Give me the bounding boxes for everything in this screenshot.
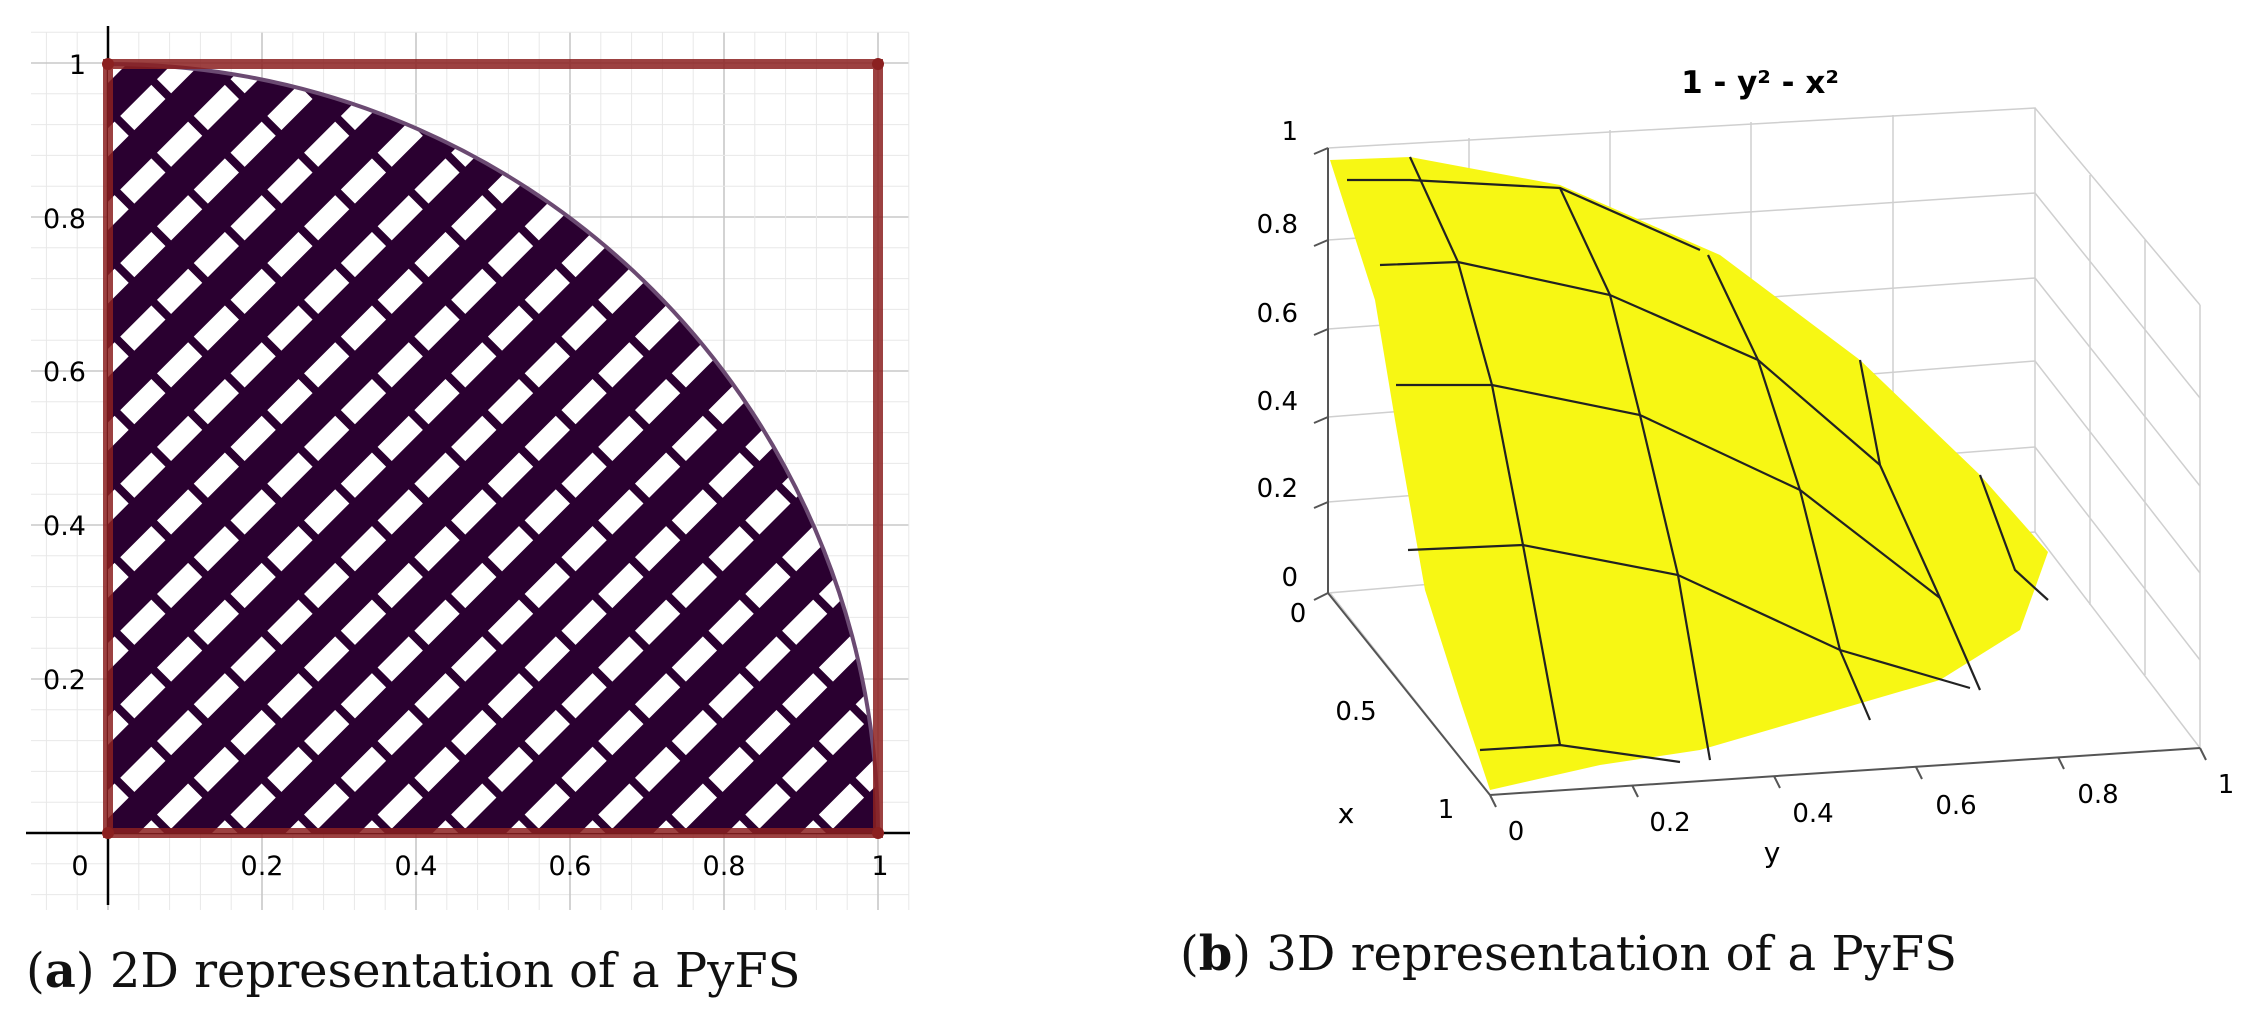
caption-a-letter: a <box>44 943 76 999</box>
caption-a-text: 2D representation of a PyFS <box>109 943 801 999</box>
y-tick-label: 0.8 <box>2077 780 2118 810</box>
quarter-disc-region <box>108 64 878 833</box>
corner-point <box>102 827 114 839</box>
y-tick-label: 0 <box>1508 817 1525 847</box>
quarter-circle-arc <box>107 62 880 834</box>
x-tick-label: 1 <box>1438 795 1455 825</box>
y-axis-label: y <box>1764 836 1781 869</box>
z-tick-label: 0.8 <box>1257 210 1298 240</box>
x-tick-label: 0 <box>1290 599 1307 629</box>
corner-point <box>872 827 884 839</box>
x-tick-label: 0.5 <box>1335 697 1376 727</box>
y-tick-label: 0.4 <box>1792 799 1833 829</box>
caption-b-letter: b <box>1198 926 1233 982</box>
panel-a-2d-chart: 0 0.2 0.4 0.6 0.8 1 0.2 0.4 0.6 0.8 1 <box>26 26 910 910</box>
x-tick-label: 0.2 <box>241 851 284 882</box>
x-tick-label: 0.6 <box>549 851 592 882</box>
y-tick-label: 0.6 <box>1935 791 1976 821</box>
y-tick-label: 0.2 <box>43 665 86 696</box>
y-tick-label: 0.6 <box>43 357 86 388</box>
z-tick-label: 0 <box>1281 563 1298 593</box>
z-tick-label: 0.6 <box>1257 299 1298 329</box>
caption-a: (a) 2D representation of a PyFS <box>26 943 801 999</box>
surface-mesh <box>1347 156 2049 764</box>
z-tick-label: 0.2 <box>1257 474 1298 504</box>
y-tick-label: 1 <box>2218 770 2235 800</box>
corner-point <box>102 58 114 70</box>
x-tick-label: 1 <box>871 851 888 882</box>
z-tick-label: 0.4 <box>1257 387 1298 417</box>
y-tick-label: 0.8 <box>43 204 86 235</box>
3d-axes <box>1327 148 2201 796</box>
origin-label: 0 <box>71 851 88 882</box>
corner-point <box>872 58 884 70</box>
unit-square-outline <box>103 59 883 838</box>
caption-b: (b) 3D representation of a PyFS <box>1180 926 1957 982</box>
panel-b-3d-chart: 1 - y² - x² 0 0.2 0.4 0.6 0.8 1 0 0.5 1 … <box>1257 65 2235 869</box>
3d-chart-title: 1 - y² - x² <box>1681 65 1839 101</box>
x-tick-label: 0.8 <box>703 851 746 882</box>
x-axis-label: x <box>1338 797 1355 830</box>
surface <box>1330 157 2048 790</box>
y-tick-label: 1 <box>69 50 86 81</box>
3d-tick-marks <box>1313 147 2207 808</box>
z-tick-label: 1 <box>1281 117 1298 147</box>
y-tick-label: 0.4 <box>43 511 86 542</box>
y-tick-label: 0.2 <box>1649 808 1690 838</box>
x-tick-label: 0.4 <box>395 851 438 882</box>
caption-b-text: 3D representation of a PyFS <box>1266 926 1957 982</box>
